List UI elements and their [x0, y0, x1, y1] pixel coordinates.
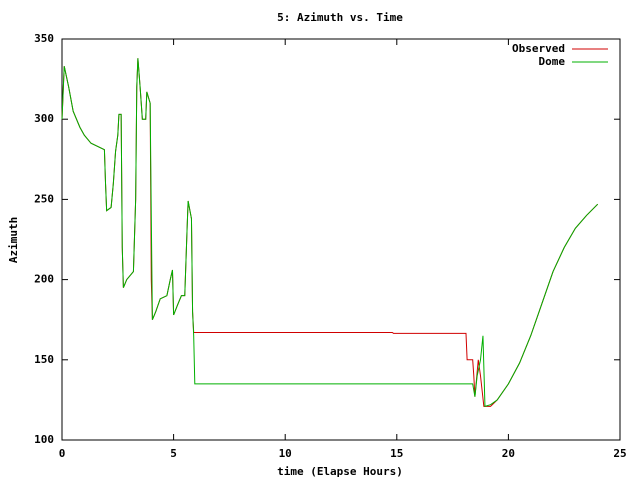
y-tick-label: 250 — [34, 192, 54, 205]
legend-label: Dome — [539, 55, 566, 68]
x-tick-label: 5 — [170, 447, 177, 460]
x-tick-label: 20 — [502, 447, 515, 460]
y-tick-label: 300 — [34, 112, 54, 125]
y-axis-label: Azimuth — [7, 217, 20, 263]
chart-title: 5: Azimuth vs. Time — [277, 11, 403, 24]
x-tick-label: 0 — [59, 447, 66, 460]
x-tick-label: 10 — [279, 447, 292, 460]
plot-frame — [61, 38, 621, 441]
y-tick-label: 100 — [34, 433, 54, 446]
x-tick-label: 15 — [390, 447, 403, 460]
series-line — [61, 58, 599, 407]
legend-label: Observed — [512, 42, 565, 55]
x-axis-label: time (Elapse Hours) — [277, 465, 403, 478]
y-tick-label: 200 — [34, 273, 54, 286]
x-tick-label: 25 — [613, 447, 626, 460]
y-tick-label: 350 — [34, 32, 54, 45]
y-tick-label: 150 — [34, 353, 54, 366]
